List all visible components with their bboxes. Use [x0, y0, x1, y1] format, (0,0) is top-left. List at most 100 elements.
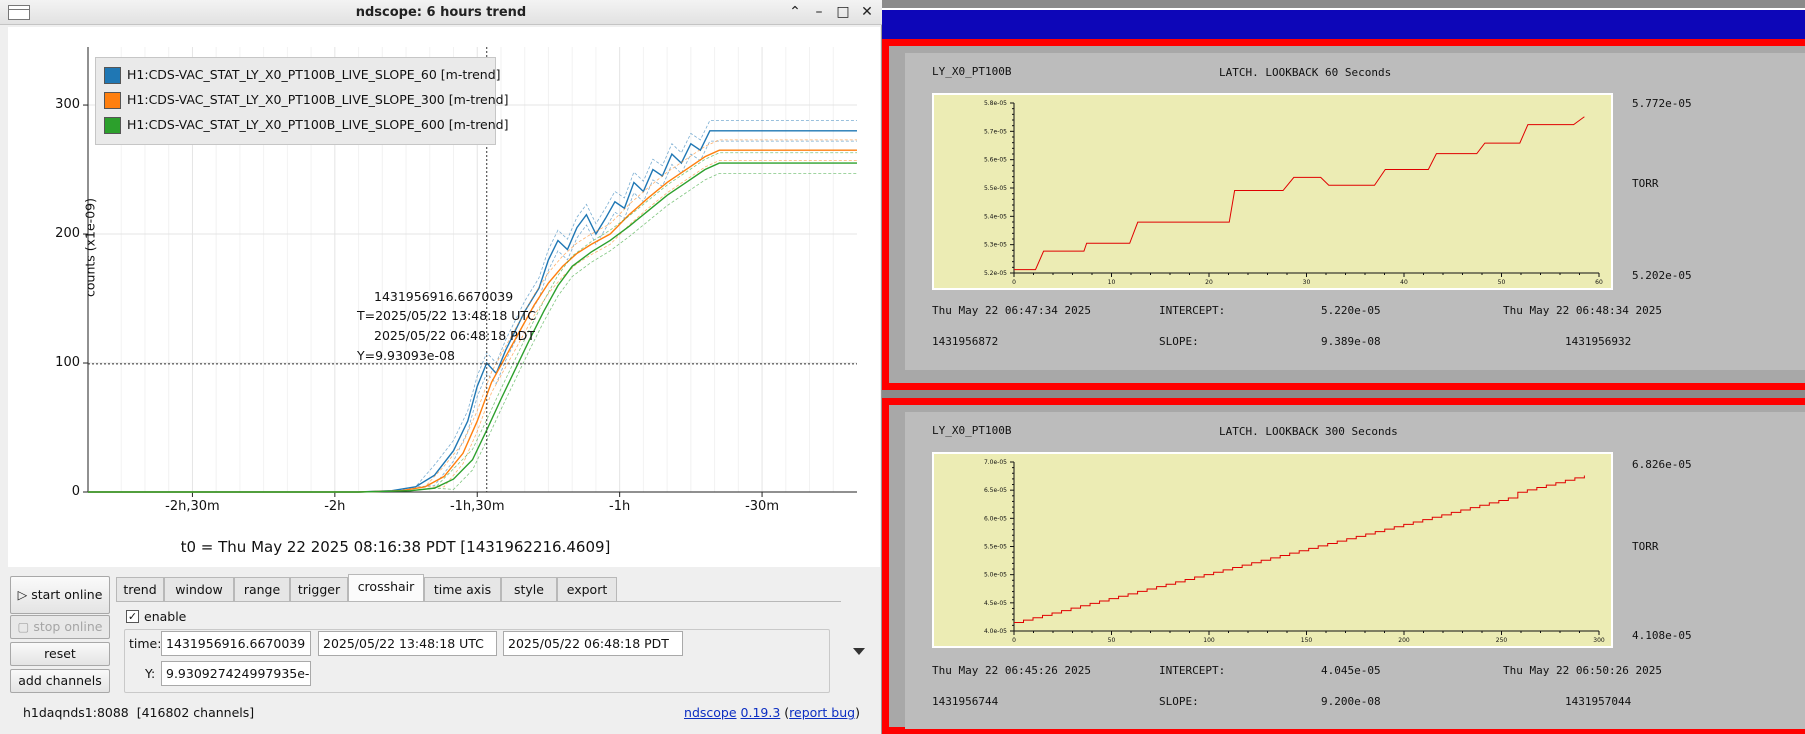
maximize-button[interactable]: □ [836, 4, 850, 20]
series-envelope-lower [88, 160, 857, 493]
server-label: h1daqnds1:8088 [416802 channels] [23, 705, 254, 720]
x-tick-label: -1h [609, 499, 631, 514]
legend-swatch [104, 117, 121, 134]
t0-label: t0 = Thu May 22 2025 08:16:38 PDT [14319… [180, 538, 611, 556]
y-tick-label: 200 [55, 226, 80, 242]
close-button[interactable]: ✕ [861, 4, 873, 20]
tab-range[interactable]: range [234, 577, 290, 602]
medm-y-tick-label: 5.5e-05 [984, 185, 1007, 192]
y-tick-label: 0 [71, 484, 80, 499]
collapse-arrow-icon[interactable] [853, 648, 865, 655]
crosshair-values-group [124, 629, 830, 693]
panel-60s-trace-svg: 5.2e-05 5.3e-05 5.4e-05 5.5e-05 5.6e-05 5.7e-… [984, 100, 1603, 286]
medm-y-tick-label: 6.5e-05 [984, 487, 1007, 494]
ndscope-link[interactable]: ndscope [684, 705, 737, 720]
panel-60s-plot[interactable]: 5.2e-05 5.3e-05 5.4e-05 5.5e-05 5.6e-05 5.7e-… [932, 93, 1613, 290]
panel-300s-intercept: 4.045e-05 [1321, 664, 1381, 677]
crosshair-y: Y=9.93093e-08 [357, 348, 455, 363]
medm-x-tick-label: 0 [1012, 279, 1016, 286]
minimize-button[interactable]: – [815, 4, 823, 20]
x-tick-label: -2h,30m [165, 499, 220, 514]
panel-300s-channel: LY_X0_PT100B [932, 424, 1012, 437]
medm-x-tick-label: 250 [1496, 637, 1508, 644]
tab-trigger[interactable]: trigger [290, 577, 348, 602]
report-bug-link[interactable]: report bug [789, 705, 856, 720]
tab-trend[interactable]: trend [116, 577, 164, 602]
trend-plot[interactable] [0, 0, 882, 560]
legend-label: H1:CDS-VAC_STAT_LY_X0_PT100B_LIVE_SLOPE_… [127, 67, 501, 82]
medm-trace-line [1014, 475, 1585, 624]
y-axis-label: counts (x1e-09) [82, 198, 98, 297]
medm-y-tick-label: 5.4e-05 [984, 213, 1007, 220]
version-info: ndscope 0.19.3 (report bug) [684, 705, 860, 720]
time-pdt-field[interactable]: 2025/05/22 06:48:18 PDT [503, 631, 683, 656]
panel-60s-intercept: 5.220e-05 [1321, 304, 1381, 317]
time-utc-field[interactable]: 2025/05/22 13:48:18 UTC [318, 631, 497, 656]
legend-item-slope-300: H1:CDS-VAC_STAT_LY_X0_PT100B_LIVE_SLOPE_… [104, 90, 508, 110]
panel-300s-end-time: Thu May 22 06:50:26 2025 [1503, 664, 1662, 677]
medm-x-tick-label: 20 [1205, 279, 1213, 286]
ndscope-window: ndscope: 6 hours trend ⌃ – □ ✕ counts (x… [0, 0, 882, 734]
crosshair-gps: 1431956916.6670039 [374, 289, 514, 304]
bug-paren-open: ( [784, 705, 790, 720]
panel-60s-body: LY_X0_PT100B LATCH. LOOKBACK 60 Seconds … [905, 53, 1805, 370]
legend-swatch [104, 92, 121, 109]
medm-y-tick-label: 5.6e-05 [984, 157, 1007, 164]
medm-x-tick-label: 200 [1398, 637, 1410, 644]
series-envelope-upper [88, 152, 857, 493]
series-line-1 [88, 130, 857, 493]
series-envelope-lower [88, 140, 857, 493]
y-value-field[interactable]: 9.930927424997935e-08 [161, 661, 311, 686]
medm-x-tick-label: 40 [1400, 279, 1408, 286]
y-tick-label: 100 [55, 355, 80, 370]
window-menu-icon[interactable] [8, 5, 30, 20]
medm-x-tick-label: 150 [1301, 637, 1313, 644]
title-bar[interactable]: ndscope: 6 hours trend ⌃ – □ ✕ [0, 0, 882, 25]
tab-crosshair[interactable]: crosshair [348, 574, 424, 602]
panel-60s-ymax: 5.772e-05 [1632, 97, 1692, 110]
medm-x-tick-label: 60 [1595, 279, 1603, 286]
bug-paren-close: ) [855, 705, 860, 720]
tab-export[interactable]: export [557, 577, 617, 602]
reset-button[interactable]: reset [10, 642, 110, 666]
panel-60s-end-gps: 1431956932 [1565, 335, 1632, 348]
panel-300s-title: LATCH. LOOKBACK 300 Seconds [1219, 425, 1398, 438]
panel-300s-plot[interactable]: 4.0e-05 4.5e-05 5.0e-05 5.5e-05 6.0e-05 6.5e-… [932, 452, 1613, 648]
enable-label: enable [144, 609, 187, 624]
panel-60s-end-time: Thu May 22 06:48:34 2025 [1503, 304, 1662, 317]
add-channels-button[interactable]: add channels [10, 669, 110, 693]
medm-y-tick-label: 5.5e-05 [984, 544, 1007, 551]
tab-style[interactable]: style [501, 577, 557, 602]
tab-time-axis[interactable]: time axis [424, 577, 501, 602]
time-label: time: [129, 636, 162, 651]
enable-checkbox[interactable]: ✓ [126, 610, 139, 623]
y-tick-label: 300 [55, 97, 80, 113]
panel-300s-slope: 9.200e-08 [1321, 695, 1381, 708]
medm-x-tick-label: 0 [1012, 637, 1016, 644]
legend-item-slope-60: H1:CDS-VAC_STAT_LY_X0_PT100B_LIVE_SLOPE_… [104, 65, 501, 85]
series-envelope-lower [88, 173, 857, 493]
y-label: Y: [145, 666, 156, 681]
medm-panel-60s: LY_X0_PT100B LATCH. LOOKBACK 60 Seconds … [882, 39, 1805, 390]
legend-swatch [104, 67, 121, 84]
start-online-button[interactable]: ▷ start online [10, 576, 110, 614]
medm-x-tick-label: 30 [1303, 279, 1311, 286]
time-gps-field[interactable]: 1431956916.6670039 [161, 631, 311, 656]
x-tick-label: -2h [324, 499, 346, 514]
version-link[interactable]: 0.19.3 [740, 705, 781, 720]
panel-60s-start-gps: 1431956872 [932, 335, 999, 348]
stop-online-label: stop online [33, 619, 103, 634]
series-line-2 [88, 149, 857, 493]
shade-button[interactable]: ⌃ [789, 4, 801, 20]
medm-y-tick-label: 5.8e-05 [984, 100, 1007, 107]
tab-window[interactable]: window [164, 577, 234, 602]
medm-x-tick-label: 300 [1593, 637, 1605, 644]
medm-header-bar [882, 8, 1805, 39]
panel-60s-channel: LY_X0_PT100B [932, 65, 1012, 78]
status-bar: h1daqnds1:8088 [416802 channels] ndscope… [8, 702, 878, 724]
panel-300s-body: LY_X0_PT100B LATCH. LOOKBACK 300 Seconds… [905, 412, 1805, 729]
plot-legend[interactable]: H1:CDS-VAC_STAT_LY_X0_PT100B_LIVE_SLOPE_… [95, 57, 508, 145]
stop-online-button[interactable]: ▢ stop online [10, 615, 110, 639]
panel-60s-ymin: 5.202e-05 [1632, 269, 1692, 282]
